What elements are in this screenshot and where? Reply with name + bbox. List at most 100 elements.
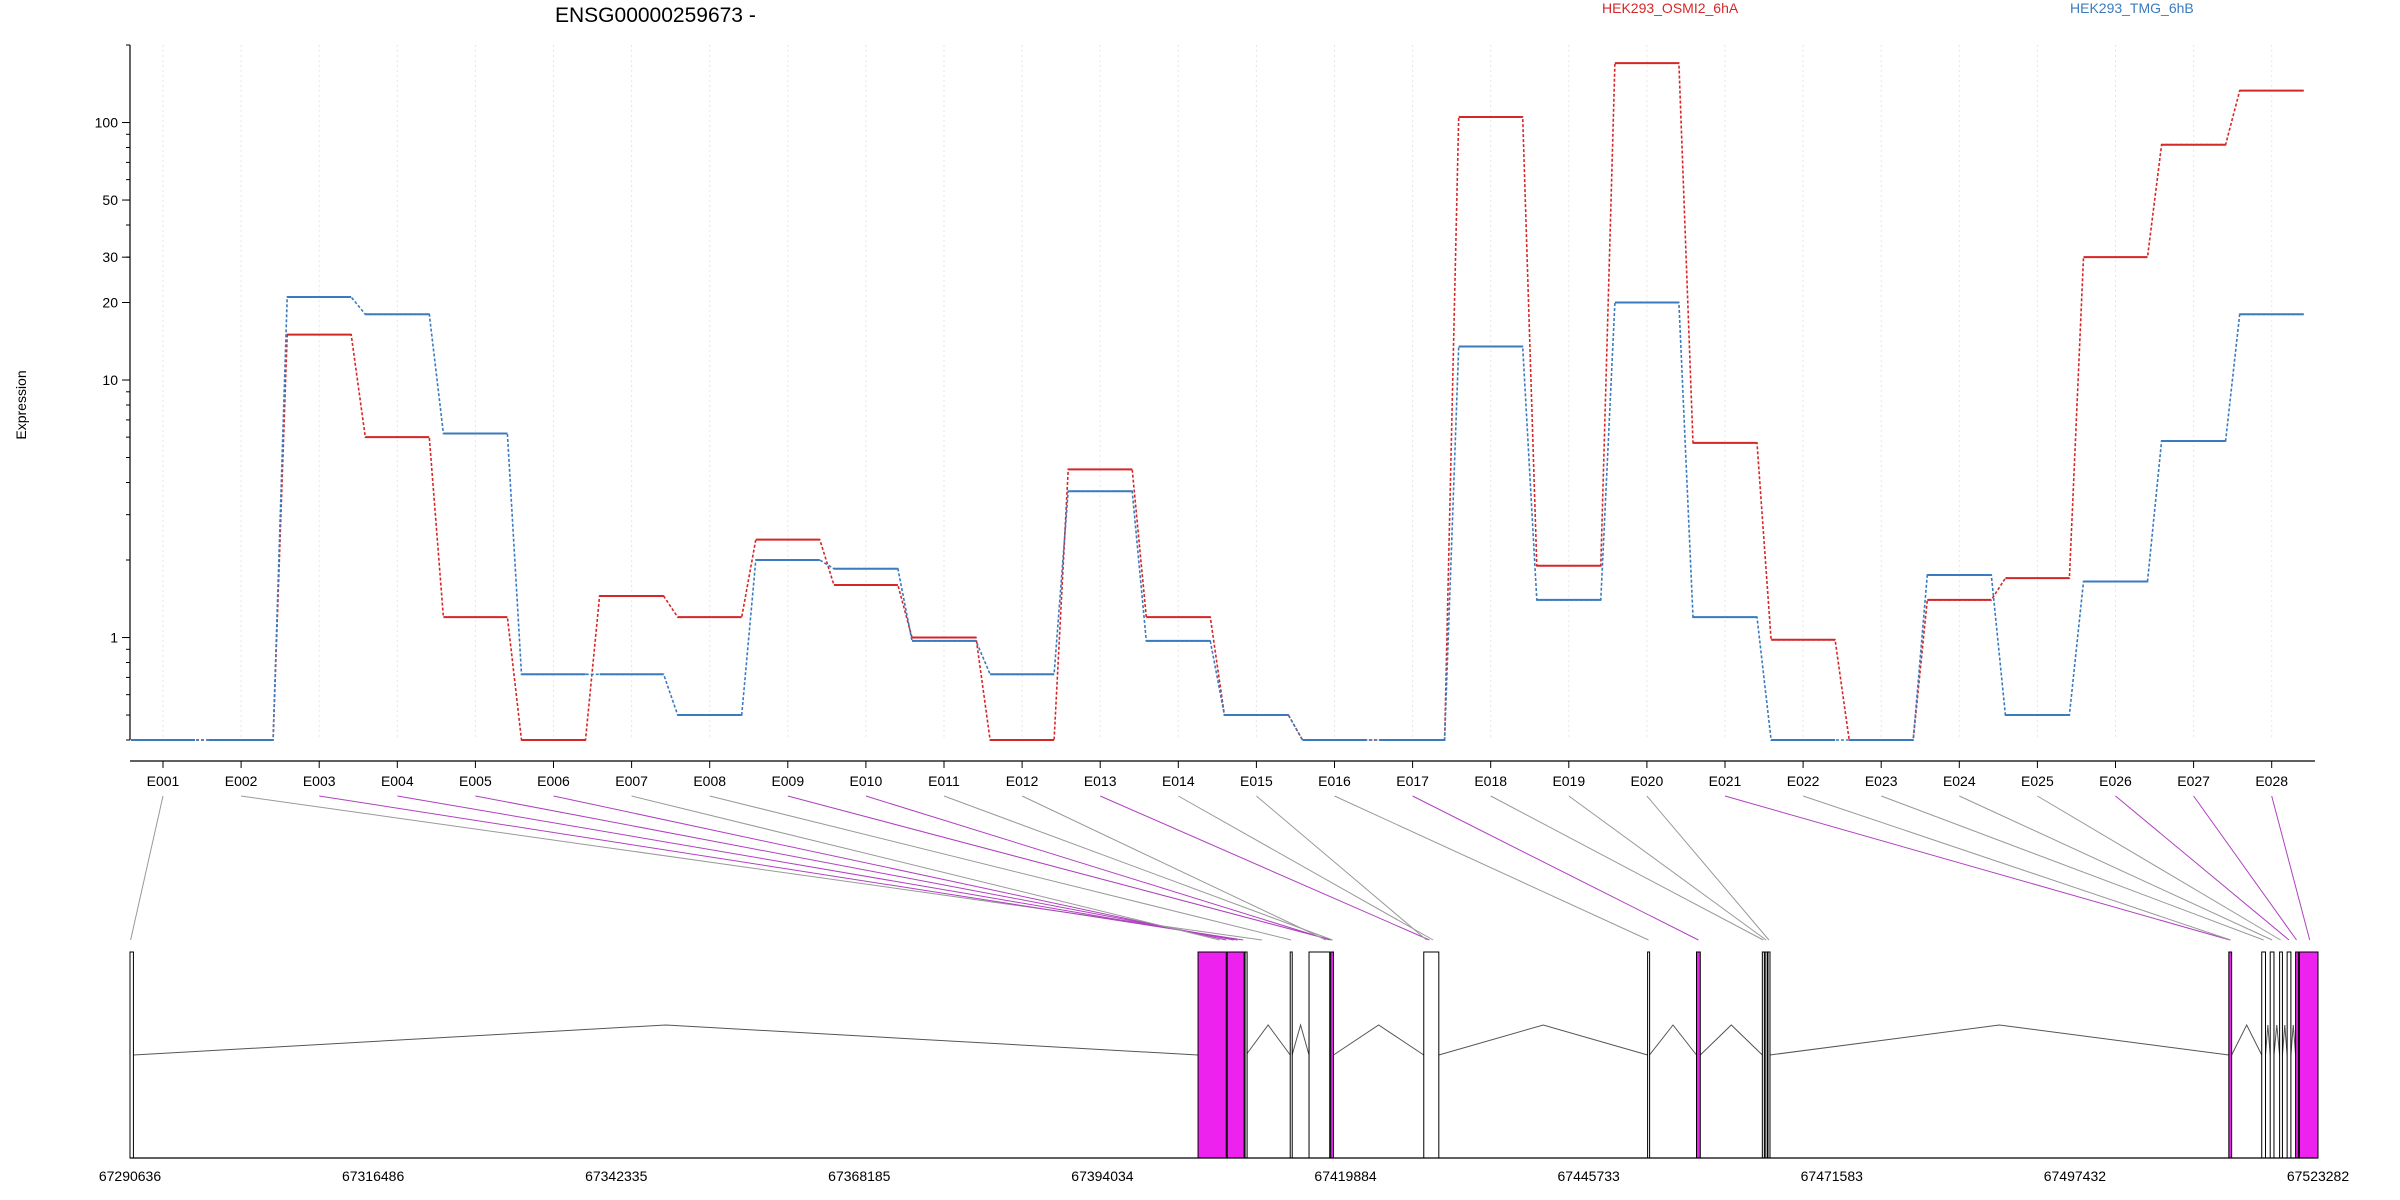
intron-1 [1245,1024,1291,1056]
exon-block-12 [1767,951,1771,1159]
series-line-tmg [131,296,2304,741]
x-tick-label-E021: E021 [1709,773,1742,789]
x-tick-label-E008: E008 [693,773,726,789]
grid-lines [162,45,2273,740]
intron-6 [1699,1024,1763,1056]
exon-block-5 [1308,951,1331,1159]
exon-block-2 [1226,951,1245,1159]
intron-4 [1438,1024,1648,1056]
exon-block-13 [2228,951,2233,1159]
intron-0 [133,1024,1199,1056]
genomic-tick-label: 67445733 [1558,1168,1621,1184]
intron-12 [2290,1024,2297,1056]
exon-block-11 [1764,951,1768,1159]
x-tick-label-E001: E001 [147,773,180,789]
connector-E006 [553,795,1227,941]
x-tick-label-E016: E016 [1318,773,1351,789]
y-tick-label: 20 [102,295,118,311]
genomic-tick-label: 67368185 [828,1168,891,1184]
x-tick-label-E025: E025 [2021,773,2054,789]
connector-E009 [787,795,1332,941]
connector-E011 [943,795,1333,941]
x-tick-label-E002: E002 [225,773,258,789]
exon-block-6 [1330,951,1334,1159]
x-tick-label-E023: E023 [1865,773,1898,789]
x-tick-label-E009: E009 [771,773,804,789]
x-tick-label-E006: E006 [537,773,570,789]
connector-E022 [1802,795,2231,941]
connector-E018 [1490,795,1764,941]
connector-E024 [1959,795,2273,941]
x-axis: E001 E002 E003 E004 E005 E006 E007 E008 E009 E010… [130,760,2315,789]
exon-block-15 [2269,951,2275,1159]
connector-E015 [1256,795,1427,941]
y-axis: 1 10 20 30 50 100 [95,44,131,741]
x-tick-label-E011: E011 [928,773,960,789]
connector-E027 [2193,795,2297,941]
x-tick-label-E005: E005 [459,773,492,789]
intron-11 [2281,1024,2288,1056]
x-tick-label-E019: E019 [1552,773,1585,789]
intron-7 [1769,1024,2229,1056]
y-tick-label: 100 [95,115,119,131]
x-tick-label-E014: E014 [1162,773,1195,789]
exon-block-0 [129,951,134,1159]
series-lines [131,62,2304,741]
x-tick-label-E007: E007 [615,773,648,789]
x-tick-label-E018: E018 [1474,773,1507,789]
exon-block-8 [1647,951,1651,1159]
y-tick-label: 30 [102,249,118,265]
connector-E023 [1881,795,2264,941]
legend-tmg: HEK293_TMG_6hB [2070,0,2194,16]
exon-block-17 [2286,951,2292,1159]
exon-block-19 [2298,951,2319,1159]
exon-block-14 [2261,951,2267,1159]
exon-block-9 [1696,951,1701,1159]
x-tick-label-E010: E010 [850,773,883,789]
connector-E028 [2271,795,2311,941]
intron-3 [1333,1024,1425,1056]
connector-E021 [1724,795,2230,941]
y-axis-label: Expression [13,370,29,439]
connector-E017 [1412,795,1699,941]
x-tick-label-E012: E012 [1006,773,1039,789]
exon-block-16 [2279,951,2283,1159]
x-tick-label-E022: E022 [1787,773,1820,789]
x-tick-label-E027: E027 [2177,773,2210,789]
chart-title: ENSG00000259673 - [555,4,756,27]
connector-E026 [2115,795,2290,941]
x-tick-label-E024: E024 [1943,773,1976,789]
intron-9 [2265,1024,2271,1056]
x-tick-label-E026: E026 [2099,773,2132,789]
connector-E003 [319,795,1244,941]
genomic-axis: 67290636 67316486 67342335 67368185 67394034… [99,1157,2349,1184]
connector-E005 [475,795,1234,941]
genomic-tick-label: 67342335 [585,1168,648,1184]
x-tick-label-E015: E015 [1240,773,1273,789]
series-line-osmi2 [131,62,2304,741]
connector-E001 [130,795,164,941]
connector-E008 [709,795,1292,941]
genomic-tick-label: 67419884 [1314,1168,1377,1184]
genomic-tick-label: 67316486 [342,1168,405,1184]
intron-10 [2273,1024,2281,1056]
x-tick-label-E020: E020 [1631,773,1664,789]
exon-block-18 [2295,951,2299,1159]
exon-block-3 [1244,951,1248,1159]
gene-model [129,951,2319,1159]
legend-osmi2: HEK293_OSMI2_6hA [1602,0,1739,16]
connector-E019 [1568,795,1767,941]
intron-2 [1291,1023,1310,1056]
connector-E014 [1178,795,1434,941]
exon-connectors [130,795,2311,941]
exon-block-10 [1761,951,1765,1159]
exon-block-7 [1423,951,1440,1159]
connector-E012 [1021,795,1327,941]
y-tick-label: 10 [102,372,118,388]
x-tick-label-E003: E003 [303,773,336,789]
intron-8 [2231,1023,2263,1056]
connector-E016 [1334,795,1649,941]
genomic-tick-label: 67497432 [2044,1168,2107,1184]
exon-block-1 [1197,951,1227,1159]
